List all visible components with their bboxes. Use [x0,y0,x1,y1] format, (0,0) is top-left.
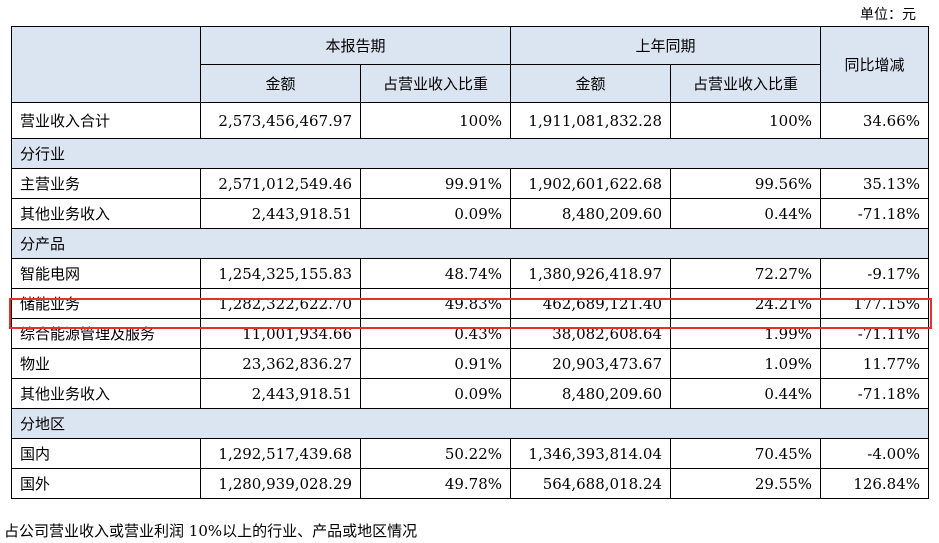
header-yoy: 同比增减 [820,26,930,103]
header-row-1: 本报告期 上年同期 同比增减 [11,26,930,103]
cur-ratio: 99.91% [359,168,512,199]
yoy-change: -4.00% [820,438,930,469]
yoy-change: 34.66% [820,102,930,139]
cur-ratio: 0.09% [359,378,512,409]
cur-ratio: 50.22% [359,438,512,469]
prev-amount: 8,480,209.60 [510,198,672,229]
header-row-2: 金额 占营业收入比重 金额 占营业收入比重 [12,64,929,103]
cur-ratio: 49.78% [359,468,512,499]
unit-label: 单位：元 [860,7,916,23]
group-label: 分行业 [10,138,930,169]
row-label: 国外 [11,468,201,499]
group-row-industry: 分行业 [10,138,930,169]
table-row: 其他业务收入 2,443,918.51 0.09% 8,480,209.60 0… [11,198,930,229]
yoy-change: -71.11% [820,318,930,349]
prev-amount: 8,480,209.60 [510,378,672,409]
table-row: 国内 1,292,517,439.68 50.22% 1,346,393,814… [11,438,930,469]
prev-ratio: 24.21% [670,288,822,319]
cur-amount: 2,573,456,467.97 [200,102,361,139]
row-label: 储能业务 [11,288,201,319]
header-cur-ratio: 占营业收入比重 [359,64,512,103]
cur-ratio: 48.74% [359,258,512,289]
cur-ratio: 0.91% [359,348,512,379]
prev-amount: 564,688,018.24 [510,468,672,499]
prev-ratio: 72.27% [670,258,822,289]
prev-amount: 1,380,926,418.97 [510,258,672,289]
prev-ratio: 1.99% [670,318,822,349]
table-row: 物业 23,362,836.27 0.91% 20,903,473.67 1.0… [11,348,930,379]
header-prev-amount: 金额 [510,64,672,103]
group-row-product: 分产品 [10,228,930,259]
header-cur-amount: 金额 [200,64,361,103]
prev-ratio: 0.44% [670,378,822,409]
row-label: 其他业务收入 [11,198,201,229]
cur-amount: 11,001,934.66 [200,318,361,349]
cur-ratio: 100% [359,102,512,139]
cur-amount: 1,292,517,439.68 [200,438,361,469]
yoy-change: -9.17% [820,258,930,289]
group-label: 分地区 [10,408,930,439]
prev-amount: 1,902,601,622.68 [510,168,672,199]
row-label: 物业 [11,348,201,379]
row-label: 主营业务 [11,168,201,199]
cur-ratio: 49.83% [359,288,512,319]
prev-amount: 1,911,081,832.28 [510,102,672,139]
yoy-change: 35.13% [820,168,930,199]
prev-ratio: 100% [670,102,822,139]
prev-ratio: 70.45% [670,438,822,469]
group-row-region: 分地区 [10,408,930,439]
yoy-change: 11.77% [820,348,930,379]
table-row: 综合能源管理及服务 11,001,934.66 0.43% 38,082,608… [11,318,930,349]
prev-amount: 1,346,393,814.04 [510,438,672,469]
cur-amount: 2,443,918.51 [200,198,361,229]
cur-ratio: 0.09% [359,198,512,229]
cur-amount: 2,571,012,549.46 [200,168,361,199]
row-label: 综合能源管理及服务 [11,318,201,349]
prev-ratio: 1.09% [670,348,822,379]
prev-amount: 38,082,608.64 [510,318,672,349]
table-row: 智能电网 1,254,325,155.83 48.74% 1,380,926,4… [11,258,930,289]
row-label: 国内 [11,438,201,469]
prev-ratio: 0.44% [670,198,822,229]
prev-ratio: 99.56% [670,168,822,199]
table-row-highlighted: 储能业务 1,282,322,622.70 49.83% 462,689,121… [11,288,930,319]
yoy-change: 177.15% [820,288,930,319]
row-label: 智能电网 [11,258,201,289]
cur-ratio: 0.43% [359,318,512,349]
table-row-total: 营业收入合计 2,573,456,467.97 100% 1,911,081,8… [11,102,930,139]
cur-amount: 2,443,918.51 [200,378,361,409]
yoy-change: -71.18% [820,198,930,229]
cur-amount: 23,362,836.27 [200,348,361,379]
table-row: 主营业务 2,571,012,549.46 99.91% 1,902,601,6… [11,168,930,199]
cur-amount: 1,282,322,622.70 [200,288,361,319]
cur-amount: 1,254,325,155.83 [200,258,361,289]
table-row: 其他业务收入 2,443,918.51 0.09% 8,480,209.60 0… [11,378,930,409]
group-label: 分产品 [10,228,930,259]
table-caption: 占公司营业收入或营业利润 10%以上的行业、产品或地区情况 [4,522,418,540]
header-prev-ratio: 占营业收入比重 [670,64,822,103]
revenue-table: 本报告期 上年同期 同比增减 金额 占营业收入比重 金额 占营业收入比重 营业收… [10,26,930,499]
header-current-period: 本报告期 [199,26,512,65]
prev-ratio: 29.55% [670,468,822,499]
cur-amount: 1,280,939,028.29 [200,468,361,499]
row-label: 营业收入合计 [11,102,201,139]
prev-amount: 462,689,121.40 [510,288,672,319]
header-prior-period: 上年同期 [510,26,822,65]
yoy-change: -71.18% [820,378,930,409]
prev-amount: 20,903,473.67 [510,348,672,379]
row-label: 其他业务收入 [11,378,201,409]
header-corner [11,26,201,103]
table-row: 国外 1,280,939,028.29 49.78% 564,688,018.2… [11,468,930,499]
yoy-change: 126.84% [820,468,930,499]
